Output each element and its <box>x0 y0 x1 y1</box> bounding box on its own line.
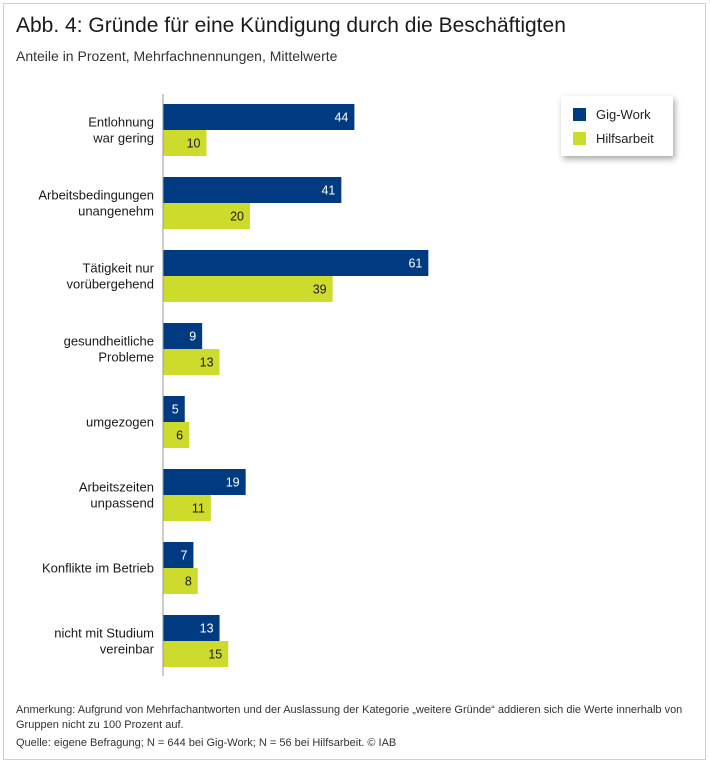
bar-hilfsarbeit <box>163 349 220 375</box>
data-label-gig-work: 44 <box>334 111 348 125</box>
category-label: Tätigkeit nur vorübergehend <box>67 261 155 292</box>
data-label-gig-work: 41 <box>321 184 335 198</box>
chart-source: Quelle: eigene Befragung; N = 644 bei Gi… <box>16 737 397 749</box>
data-label-hilfsarbeit: 6 <box>176 429 183 443</box>
bar-hilfsarbeit <box>163 495 211 521</box>
bar-hilfsarbeit <box>163 276 333 302</box>
category-label: Arbeitszeiten unpassend <box>79 480 154 511</box>
bar-hilfsarbeit <box>163 641 229 667</box>
legend-label-gig-work: Gig-Work <box>596 106 651 122</box>
legend-label-hilfsarbeit: Hilfsarbeit <box>596 130 654 146</box>
data-label-hilfsarbeit: 11 <box>192 502 205 516</box>
legend-item-hilfsarbeit: Hilfsarbeit <box>573 128 654 148</box>
category-label: Arbeitsbedingungen unangenehm <box>38 188 154 219</box>
category-label: gesundheitliche Probleme <box>64 334 154 365</box>
bar-gig-work <box>163 542 194 568</box>
bar-gig-work <box>163 323 203 349</box>
data-label-hilfsarbeit: 13 <box>200 356 214 370</box>
data-label-gig-work: 5 <box>172 403 179 417</box>
data-label-gig-work: 61 <box>408 257 422 271</box>
data-label-hilfsarbeit: 8 <box>185 575 192 589</box>
chart-subtitle: Anteile in Prozent, Mehrfachnennungen, M… <box>16 48 338 64</box>
bar-gig-work <box>163 250 429 276</box>
category-label: Konflikte im Betrieb <box>42 561 154 576</box>
bar-gig-work <box>163 396 185 422</box>
bar-gig-work <box>163 469 246 495</box>
data-label-hilfsarbeit: 39 <box>313 283 327 297</box>
data-label-hilfsarbeit: 20 <box>230 210 244 224</box>
legend: Gig-Work Hilfsarbeit <box>561 96 673 156</box>
chart-note: Anmerkung: Aufgrund von Mehrfachantworte… <box>16 704 683 731</box>
category-label: umgezogen <box>86 415 154 430</box>
legend-swatch-hilfsarbeit <box>573 131 586 145</box>
bar-hilfsarbeit <box>163 568 198 594</box>
data-label-gig-work: 7 <box>180 549 187 563</box>
data-label-gig-work: 9 <box>189 330 196 344</box>
category-label: nicht mit Studium vereinbar <box>54 626 154 657</box>
data-label-gig-work: 13 <box>200 622 214 636</box>
bar-hilfsarbeit <box>163 422 190 448</box>
legend-swatch-gig-work <box>573 107 586 121</box>
bar-gig-work <box>163 104 355 130</box>
data-label-hilfsarbeit: 15 <box>208 648 222 662</box>
bar-hilfsarbeit <box>163 130 207 156</box>
data-label-hilfsarbeit: 10 <box>187 137 201 151</box>
bar-hilfsarbeit <box>163 203 250 229</box>
category-label: Entlohnung war gering <box>88 115 154 146</box>
data-label-gig-work: 19 <box>226 476 240 490</box>
legend-item-gig-work: Gig-Work <box>573 104 651 124</box>
bar-chart: 44 10 Entlohnung war gering 41 20 Arbeitsbedin… <box>38 94 429 676</box>
bar-gig-work <box>163 177 342 203</box>
chart-title: Abb. 4: Gründe für eine Kündigung durch … <box>16 14 566 37</box>
bar-gig-work <box>163 615 220 641</box>
